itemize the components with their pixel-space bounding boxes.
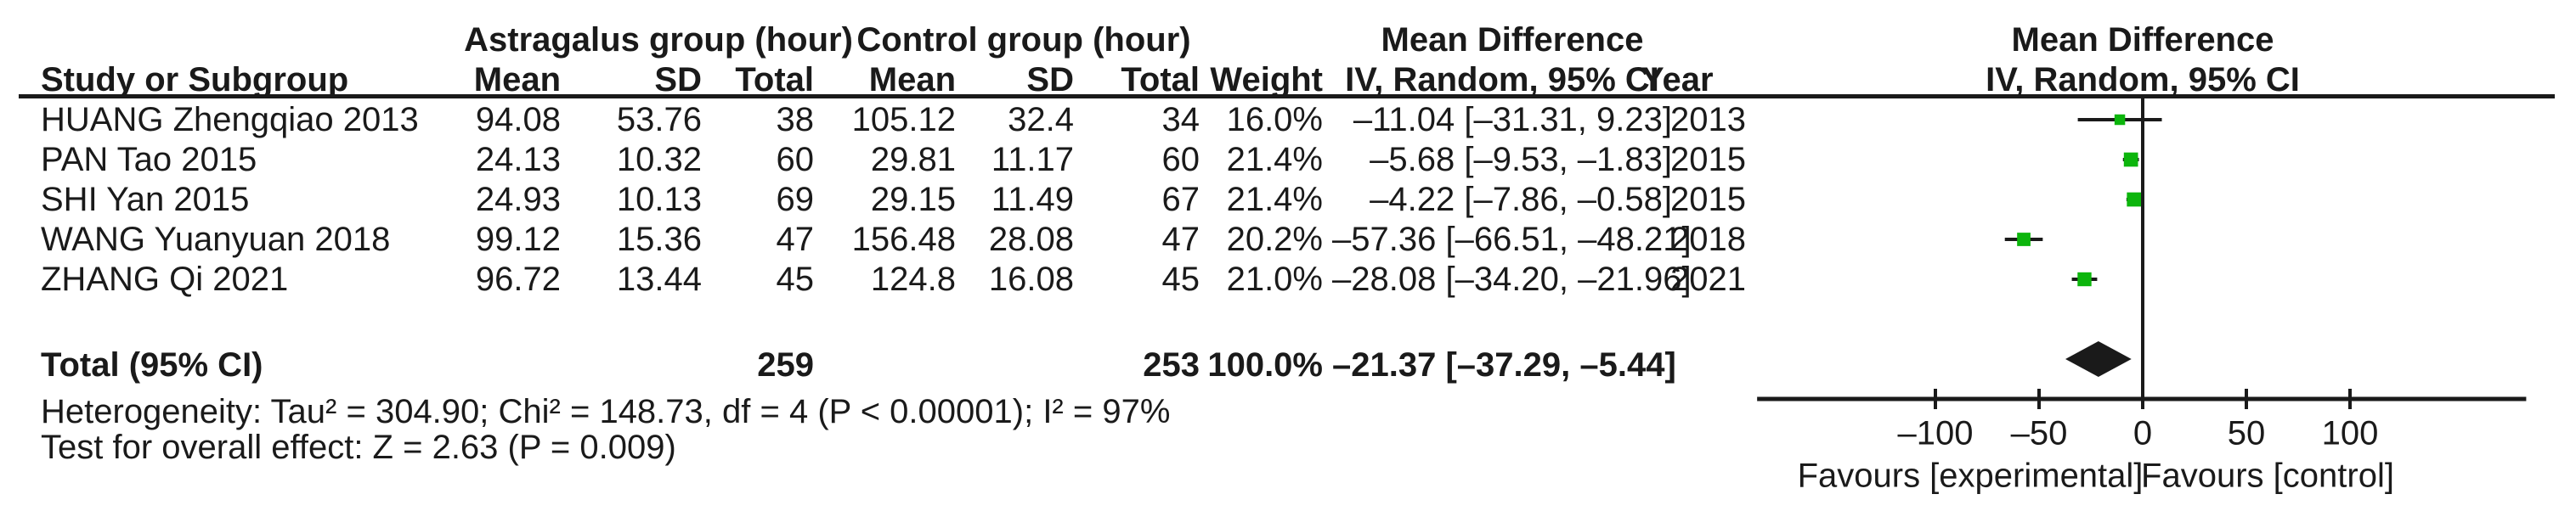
sd2-value: 32.4: [1008, 101, 1074, 138]
weight-value: 21.4%: [1226, 181, 1323, 218]
axis-tick-label: –100: [1898, 415, 1974, 452]
control-group-header: Control group (hour): [856, 21, 1191, 59]
study-name: SHI Yan 2015: [41, 181, 250, 218]
sd2-value: 28.08: [988, 221, 1074, 258]
ci-value: –4.22 [–7.86, –0.58]: [1370, 181, 1672, 218]
mean1-value: 99.12: [475, 221, 561, 258]
weight-value: 21.4%: [1226, 141, 1323, 178]
total1-column-header: Total: [735, 61, 814, 98]
axis-tick-label: –50: [2011, 415, 2068, 452]
year-value: 2013: [1670, 101, 1746, 138]
ci-value: –57.36 [–66.51, –48.21]: [1332, 221, 1692, 258]
study-marker-square: [2114, 114, 2126, 126]
weight-value: 16.0%: [1226, 101, 1323, 138]
mean1-column-header: Mean: [473, 61, 561, 98]
plot-ci-column-header: IV, Random, 95% CI: [1986, 61, 2300, 98]
header-group-row: Astragalus group (hour) Control group (h…: [0, 20, 1784, 60]
study-name: ZHANG Qi 2021: [41, 261, 289, 298]
year-value: 2015: [1670, 141, 1746, 178]
weight-column-header: Weight: [1210, 61, 1323, 98]
total1-sum-value: 259: [757, 346, 814, 384]
sd2-column-header: SD: [1026, 61, 1074, 98]
weight-value: 21.0%: [1226, 261, 1323, 298]
study-name: PAN Tao 2015: [41, 141, 257, 178]
mean1-value: 24.93: [475, 181, 561, 218]
study-marker-square: [2127, 192, 2142, 207]
ci-column-header: IV, Random, 95% CI: [1345, 61, 1659, 98]
sd1-value: 10.32: [616, 141, 702, 178]
favours-experimental-label: Favours [experimental]: [1798, 458, 2144, 495]
total1-value: 38: [776, 101, 815, 138]
ci-value: –28.08 [–34.20, –21.96]: [1332, 261, 1692, 298]
total1-value: 60: [776, 141, 815, 178]
sd1-value: 53.76: [616, 101, 702, 138]
sd1-value: 15.36: [616, 221, 702, 258]
table-row: WANG Yuanyuan 2018 99.12 15.36 47 156.48…: [0, 220, 1784, 260]
table-row: HUANG Zhengqiao 2013 94.08 53.76 38 105.…: [0, 100, 1784, 140]
total-row: Total (95% CI) 259 253 100.0% –21.37 [–3…: [0, 345, 1784, 385]
total-ci-value: –21.37 [–37.29, –5.44]: [1332, 346, 1676, 384]
ci-value: –11.04 [–31.31, 9.23]: [1353, 101, 1672, 138]
sd2-value: 16.08: [988, 261, 1074, 298]
sd1-value: 10.13: [616, 181, 702, 218]
study-column-header: Study or Subgroup: [41, 61, 349, 98]
total2-column-header: Total: [1121, 61, 1200, 98]
mean2-value: 29.15: [870, 181, 956, 218]
mean1-value: 24.13: [475, 141, 561, 178]
header-column-row: Study or Subgroup Mean SD Total Mean SD …: [0, 60, 1784, 100]
total1-value: 47: [776, 221, 815, 258]
weight-value: 20.2%: [1226, 221, 1323, 258]
mean2-value: 124.8: [870, 261, 956, 298]
total2-value: 47: [1161, 221, 1200, 258]
sd1-value: 13.44: [616, 261, 702, 298]
overall-effect-text: Test for overall effect: Z = 2.63 (P = 0…: [41, 429, 676, 466]
study-marker-square: [2123, 152, 2138, 167]
year-value: 2015: [1670, 181, 1746, 218]
mean-difference-header: Mean Difference: [1381, 21, 1644, 59]
axis-tick-label: 0: [2133, 415, 2152, 452]
favours-control-label: Favours [control]: [2141, 458, 2394, 495]
total2-value: 34: [1161, 101, 1200, 138]
study-name: WANG Yuanyuan 2018: [41, 221, 391, 258]
total2-value: 60: [1161, 141, 1200, 178]
total-diamond: [2065, 341, 2132, 377]
astragalus-group-header: Astragalus group (hour): [464, 21, 853, 59]
mean2-value: 29.81: [870, 141, 956, 178]
plot-mean-difference-header: Mean Difference: [2011, 21, 2274, 59]
forest-plot-svg: –100 –50 0 50 100 Favours [experimental]Favou…: [1757, 97, 2527, 495]
mean2-value: 156.48: [851, 221, 956, 258]
sd2-value: 11.17: [991, 141, 1074, 178]
table-row: PAN Tao 2015 24.13 10.32 60 29.81 11.17 …: [0, 140, 1784, 180]
mean1-value: 94.08: [475, 101, 561, 138]
year-value: 2018: [1670, 221, 1746, 258]
study-name: HUANG Zhengqiao 2013: [41, 101, 419, 138]
sd1-column-header: SD: [654, 61, 702, 98]
year-value: 2021: [1670, 261, 1746, 298]
study-marker-square: [2077, 272, 2092, 287]
total1-value: 69: [776, 181, 815, 218]
total2-value: 45: [1161, 261, 1200, 298]
mean2-value: 105.12: [851, 101, 956, 138]
total-label: Total (95% CI): [41, 346, 263, 384]
total2-sum-value: 253: [1143, 346, 1200, 384]
sd2-value: 11.49: [991, 181, 1074, 218]
year-column-header: Year: [1641, 61, 1714, 98]
total1-value: 45: [776, 261, 815, 298]
total-weight-value: 100.0%: [1207, 346, 1323, 384]
study-marker-square: [2017, 233, 2031, 246]
total2-value: 67: [1161, 181, 1200, 218]
header-underline: [19, 94, 2555, 98]
heterogeneity-text: Heterogeneity: Tau² = 304.90; Chi² = 148…: [41, 393, 1171, 430]
mean1-value: 96.72: [475, 261, 561, 298]
axis-tick-label: 50: [2228, 415, 2266, 452]
mean2-column-header: Mean: [868, 61, 956, 98]
table-row: ZHANG Qi 2021 96.72 13.44 45 124.8 16.08…: [0, 260, 1784, 300]
table-row: SHI Yan 2015 24.93 10.13 69 29.15 11.49 …: [0, 180, 1784, 220]
ci-value: –5.68 [–9.53, –1.83]: [1370, 141, 1672, 178]
axis-tick-label: 100: [2322, 415, 2379, 452]
